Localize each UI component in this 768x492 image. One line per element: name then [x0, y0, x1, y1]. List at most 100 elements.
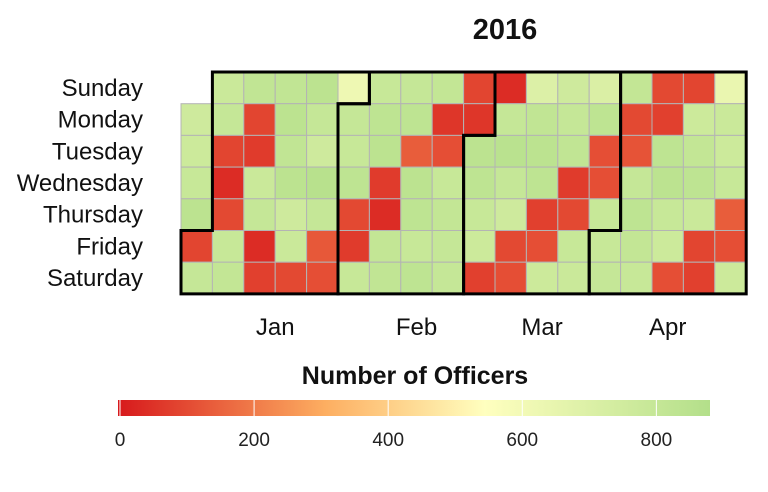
legend-color-bar — [118, 400, 710, 416]
heatmap-cell — [682, 103, 716, 136]
month-borders — [179, 70, 748, 296]
heatmap-cell — [368, 71, 402, 105]
heatmap-cell — [494, 261, 527, 295]
heatmap-cell — [494, 134, 527, 168]
heatmap-cell — [463, 103, 496, 136]
heatmap-cell — [714, 103, 747, 136]
month-label-apr: Apr — [649, 314, 686, 341]
heatmap-cell — [714, 71, 747, 105]
heatmap-cell — [243, 230, 276, 263]
heatmap-cell — [306, 134, 339, 168]
legend-tick-label: 600 — [506, 430, 538, 451]
heatmap-cell — [620, 134, 653, 168]
heatmap-cell — [714, 261, 747, 295]
heatmap-cell — [431, 166, 465, 200]
heatmap-cell — [337, 103, 370, 136]
heatmap-cell — [431, 103, 465, 136]
heatmap-cell — [463, 71, 496, 105]
heatmap-cell — [211, 134, 245, 168]
heatmap-cell — [714, 166, 747, 200]
day-labels: Sunday Monday Tuesday Wednesday Thursday Frid… — [17, 75, 143, 292]
legend-ticks: 0 200 400 600 800 — [115, 400, 673, 451]
heatmap-cell — [306, 166, 339, 200]
heatmap-cell — [557, 198, 590, 232]
heatmap-cell — [588, 166, 622, 200]
day-label-tuesday: Tuesday — [52, 138, 143, 165]
heatmap-cell — [620, 230, 653, 263]
heatmap-cell — [243, 103, 276, 136]
heatmap-cell — [651, 103, 684, 136]
heatmap-cell — [588, 198, 622, 232]
month-label-feb: Feb — [396, 314, 437, 341]
heatmap-cell — [620, 261, 653, 295]
heatmap-cell — [274, 261, 308, 295]
heatmap-cell — [368, 103, 402, 136]
heatmap-cell — [651, 230, 684, 263]
heatmap-cell — [557, 134, 590, 168]
legend-tick-label: 0 — [115, 430, 126, 451]
heatmap-cell — [588, 103, 622, 136]
heatmap-cell — [243, 71, 276, 105]
heatmap-cell — [400, 71, 433, 105]
heatmap-cell — [525, 166, 559, 200]
heatmap-cell — [211, 261, 245, 295]
heatmap-cell — [180, 103, 213, 136]
heatmap-cell — [274, 198, 308, 232]
heatmap-cell — [180, 261, 213, 295]
heatmap-cell — [682, 134, 716, 168]
day-label-saturday: Saturday — [47, 265, 143, 292]
heatmap-cell — [620, 103, 653, 136]
heatmap-cell — [400, 134, 433, 168]
heatmap-cell — [463, 198, 496, 232]
heatmap-cell — [306, 103, 339, 136]
day-label-thursday: Thursday — [43, 202, 143, 229]
heatmap-cell — [180, 134, 213, 168]
heatmap-cell — [368, 198, 402, 232]
heatmap-cell — [431, 198, 465, 232]
month-labels: Jan Feb Mar Apr — [256, 314, 687, 341]
heatmap-cell — [337, 71, 370, 105]
heatmap-cell — [588, 134, 622, 168]
heatmap-cell — [557, 230, 590, 263]
heatmap-cell — [243, 261, 276, 295]
heatmap-cell — [180, 166, 213, 200]
heatmap-cell — [211, 71, 245, 105]
heatmap-cell — [494, 198, 527, 232]
heatmap-cell — [682, 198, 716, 232]
heatmap-cell — [557, 71, 590, 105]
heatmap-cell — [368, 261, 402, 295]
heatmap-cell — [682, 71, 716, 105]
heatmap-cell — [306, 71, 339, 105]
heatmap-cell — [243, 198, 276, 232]
heatmap-cell — [588, 261, 622, 295]
heatmap-cell — [525, 71, 559, 105]
heatmap-cell — [714, 198, 747, 232]
legend-tick-label: 800 — [641, 430, 673, 451]
heatmap-cell — [494, 103, 527, 136]
heatmap-cell — [525, 230, 559, 263]
day-label-monday: Monday — [58, 107, 143, 134]
day-label-friday: Friday — [76, 233, 143, 260]
heatmap-cell — [525, 198, 559, 232]
heatmap-cell — [337, 134, 370, 168]
heatmap-cell — [400, 198, 433, 232]
day-label-wednesday: Wednesday — [17, 170, 143, 197]
heatmap-cell — [588, 230, 622, 263]
heatmap-cell — [463, 134, 496, 168]
heatmap-cell — [337, 230, 370, 263]
heatmap-cell — [274, 230, 308, 263]
heatmap-cell — [620, 71, 653, 105]
day-label-sunday: Sunday — [62, 75, 143, 102]
heatmap-cell — [651, 71, 684, 105]
heatmap-cell — [274, 103, 308, 136]
heatmap-cell — [368, 230, 402, 263]
heatmap-cell — [337, 261, 370, 295]
heatmap-cell — [306, 198, 339, 232]
heatmap-cell — [180, 230, 213, 263]
heatmap-cell — [243, 166, 276, 200]
heatmap-cell — [682, 230, 716, 263]
heatmap-cell — [557, 166, 590, 200]
heatmap-cell — [243, 134, 276, 168]
heatmap-cell — [306, 261, 339, 295]
heatmap-cell — [620, 198, 653, 232]
